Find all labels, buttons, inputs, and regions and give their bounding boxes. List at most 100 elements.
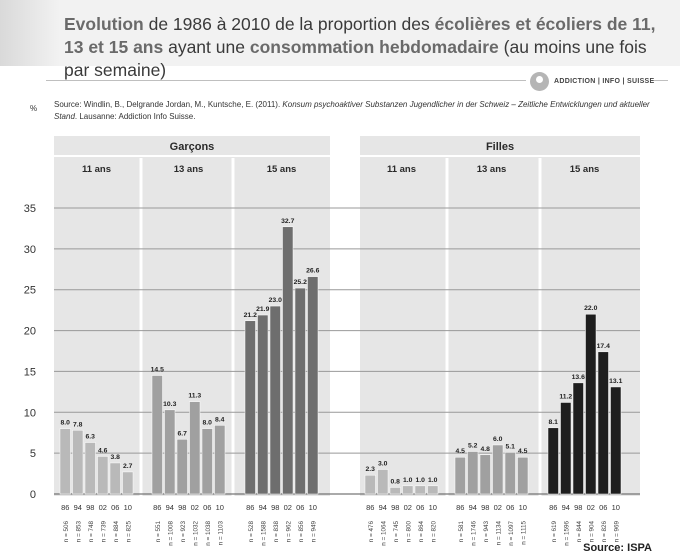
- bar: [517, 456, 529, 495]
- data-label: 6.7: [178, 430, 188, 437]
- year-tick-label: 10: [519, 503, 527, 512]
- year-tick-label: 02: [587, 503, 595, 512]
- year-tick-label: 02: [404, 503, 412, 512]
- year-tick-label: 02: [191, 503, 199, 512]
- sample-size-label: n = 1038: [205, 521, 212, 546]
- source-citation: Source: Windlin, B., Delgrande Jordan, M…: [54, 99, 664, 123]
- data-label: 4.8: [481, 446, 491, 453]
- sample-size-label: n = 820: [430, 521, 437, 543]
- data-label: 8.4: [215, 416, 225, 423]
- year-tick-label: 98: [271, 503, 279, 512]
- bar: [307, 276, 319, 495]
- sample-size-label: n = 1588: [260, 521, 267, 546]
- data-label: 1.0: [403, 477, 413, 484]
- year-tick-label: 94: [74, 503, 82, 512]
- year-tick-label: 86: [549, 503, 557, 512]
- sample-size-label: n = 923: [180, 521, 187, 543]
- source-title: Konsum psychoaktiver Substanzen Jugendli…: [54, 100, 650, 121]
- logo-text: ADDICTION | INFO | SUISSE: [554, 77, 655, 85]
- sample-size-label: n = 856: [298, 521, 305, 543]
- bar: [610, 386, 622, 495]
- bar: [282, 226, 294, 495]
- data-label: 8.1: [549, 419, 559, 426]
- bar: [547, 427, 559, 495]
- bar: [109, 462, 121, 495]
- bar: [189, 401, 201, 495]
- sample-size-label: n = 1097: [508, 521, 515, 546]
- data-label: 14.5: [151, 367, 164, 374]
- sample-size-label: n = 1008: [167, 521, 174, 546]
- bar: [97, 456, 109, 495]
- year-tick-label: 06: [599, 503, 607, 512]
- data-label: 3.0: [378, 460, 388, 467]
- chart-title: Evolution de 1986 à 2010 de la proportio…: [64, 13, 664, 82]
- sample-size-label: n = 853: [75, 521, 82, 543]
- data-label: 1.0: [416, 477, 426, 484]
- y-tick-label: 30: [24, 244, 36, 256]
- year-tick-label: 98: [86, 503, 94, 512]
- bar: [164, 409, 176, 495]
- bar: [84, 442, 96, 495]
- header-rule: [46, 80, 526, 81]
- sample-size-label: n = 1134: [495, 521, 502, 546]
- year-tick-label: 02: [284, 503, 292, 512]
- data-label: 3.8: [111, 454, 121, 461]
- group-label: Filles: [486, 141, 514, 153]
- data-label: 5.1: [506, 443, 516, 450]
- data-label: 11.3: [188, 393, 201, 400]
- data-label: 8.0: [61, 420, 71, 427]
- title-part-5: (au moins une fois par semaine): [64, 37, 647, 80]
- data-label: 17.4: [597, 343, 610, 350]
- sample-size-label: n = 800: [405, 521, 412, 543]
- sample-size-label: n = 825: [125, 521, 132, 543]
- title-part-2: écolières et écoliers de 11, 13 et 15 an…: [64, 14, 656, 57]
- sample-size-label: n = 1103: [217, 521, 224, 546]
- data-label: 25.2: [294, 279, 307, 286]
- bar: [585, 313, 597, 495]
- year-tick-label: 98: [391, 503, 399, 512]
- sample-size-label: n = 748: [88, 521, 95, 543]
- y-tick-label: 15: [24, 366, 36, 378]
- bar: [454, 456, 466, 495]
- source-footer: Source: ISPA: [583, 542, 652, 554]
- y-tick-label: 5: [30, 448, 36, 460]
- year-tick-label: 94: [379, 503, 387, 512]
- year-tick-label: 02: [99, 503, 107, 512]
- group-label: Garçons: [170, 141, 215, 153]
- data-label: 0.8: [391, 478, 401, 485]
- data-label: 13.1: [609, 378, 622, 385]
- year-tick-label: 06: [506, 503, 514, 512]
- data-label: 7.8: [73, 421, 83, 428]
- logo-icon: [530, 71, 549, 91]
- sample-size-label: n = 745: [393, 521, 400, 543]
- sample-size-label: n = 528: [248, 521, 255, 543]
- bar: [257, 314, 269, 495]
- bar: [176, 439, 188, 495]
- title-part-1: de 1986 à 2010 de la proportion des: [143, 14, 435, 34]
- data-label: 2.7: [123, 463, 133, 470]
- year-tick-label: 98: [574, 503, 582, 512]
- data-label: 1.0: [428, 477, 438, 484]
- data-label: 23.0: [269, 297, 282, 304]
- year-tick-label: 94: [259, 503, 267, 512]
- year-tick-label: 10: [612, 503, 620, 512]
- sample-size-label: n = 904: [588, 521, 595, 543]
- data-label: 2.3: [366, 466, 376, 473]
- data-label: 11.2: [559, 393, 572, 400]
- sample-size-label: n = 1032: [192, 521, 199, 546]
- bar: [364, 474, 376, 495]
- data-label: 21.2: [244, 312, 257, 319]
- sample-size-label: n = 943: [483, 521, 490, 543]
- bar: [294, 287, 306, 495]
- year-tick-label: 86: [61, 503, 69, 512]
- bar: [201, 428, 213, 495]
- bar: [560, 402, 572, 495]
- logo: ADDICTION | INFO | SUISSE: [530, 71, 654, 91]
- bar: [122, 471, 134, 495]
- bar: [414, 485, 426, 495]
- y-unit-label: %: [30, 104, 38, 113]
- data-label: 4.5: [456, 448, 466, 455]
- bar: [377, 469, 389, 495]
- bar: [467, 451, 479, 495]
